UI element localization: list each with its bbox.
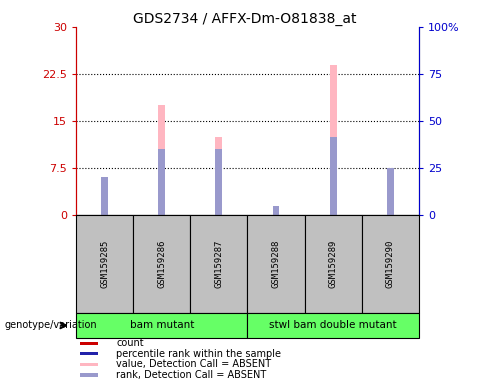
Bar bbox=[216, 137, 222, 215]
Bar bbox=[216, 149, 222, 215]
Text: genotype/variation: genotype/variation bbox=[5, 320, 98, 331]
Text: GSM159287: GSM159287 bbox=[214, 240, 223, 288]
Bar bbox=[190, 215, 247, 313]
Bar bbox=[133, 215, 190, 313]
Bar bbox=[80, 341, 98, 345]
Bar bbox=[101, 199, 108, 215]
Bar bbox=[387, 168, 394, 215]
Text: GSM159288: GSM159288 bbox=[271, 240, 281, 288]
Bar bbox=[387, 196, 394, 215]
Text: GSM159286: GSM159286 bbox=[157, 240, 166, 288]
Bar bbox=[330, 137, 337, 215]
Bar bbox=[272, 206, 279, 215]
Bar bbox=[80, 362, 98, 366]
Text: percentile rank within the sample: percentile rank within the sample bbox=[116, 349, 281, 359]
Bar bbox=[76, 215, 133, 313]
Bar bbox=[247, 215, 305, 313]
Text: GSM159289: GSM159289 bbox=[329, 240, 338, 288]
Bar bbox=[330, 65, 337, 215]
Text: rank, Detection Call = ABSENT: rank, Detection Call = ABSENT bbox=[116, 370, 267, 380]
Text: GSM159285: GSM159285 bbox=[100, 240, 109, 288]
Text: count: count bbox=[116, 338, 144, 348]
Bar bbox=[80, 373, 98, 377]
Bar bbox=[101, 177, 108, 215]
Text: bam mutant: bam mutant bbox=[129, 320, 194, 331]
Text: GDS2734 / AFFX-Dm-O81838_at: GDS2734 / AFFX-Dm-O81838_at bbox=[133, 12, 357, 25]
Bar bbox=[247, 313, 419, 338]
Text: GSM159290: GSM159290 bbox=[386, 240, 395, 288]
Text: value, Detection Call = ABSENT: value, Detection Call = ABSENT bbox=[116, 359, 271, 369]
Bar bbox=[305, 215, 362, 313]
Bar bbox=[362, 215, 419, 313]
Bar bbox=[76, 313, 247, 338]
Bar bbox=[158, 105, 165, 215]
Bar bbox=[80, 352, 98, 356]
Text: stwl bam double mutant: stwl bam double mutant bbox=[270, 320, 397, 331]
Bar bbox=[158, 149, 165, 215]
